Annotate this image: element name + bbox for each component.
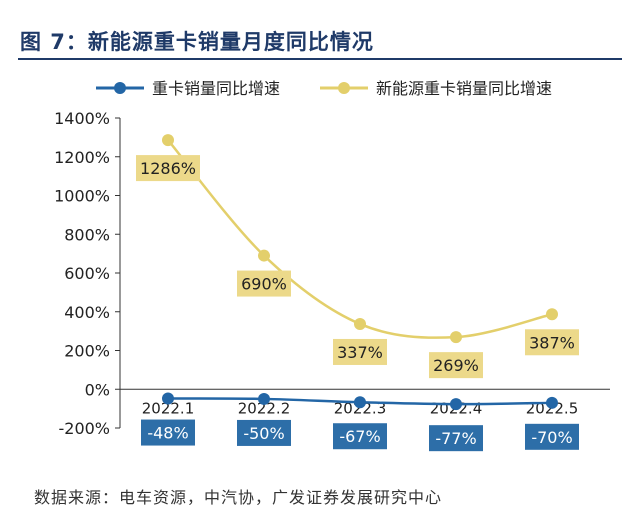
legend-marker bbox=[114, 82, 126, 94]
y-tick-label: 1000% bbox=[54, 187, 110, 206]
y-axis: -200% 0% 200% 400% 600% 800% 1000% 1200% 1400% bbox=[54, 109, 121, 438]
data-point bbox=[546, 396, 558, 409]
data-point bbox=[354, 317, 366, 330]
data-point bbox=[450, 398, 462, 411]
data-point bbox=[546, 308, 558, 321]
data-point bbox=[162, 134, 174, 147]
series-layer bbox=[162, 134, 558, 411]
data-label: 337% bbox=[337, 343, 383, 362]
data-label: -70% bbox=[531, 428, 572, 447]
data-label-box bbox=[237, 419, 291, 446]
y-tick-label: -200% bbox=[58, 419, 110, 438]
y-tick-label: 0% bbox=[85, 380, 110, 399]
data-labels-layer: 1286% 690% 337% 269% 387% -48% -50% -67% -77% -70… bbox=[136, 155, 579, 452]
data-label-box bbox=[141, 419, 195, 446]
data-label-box bbox=[333, 423, 387, 450]
data-label: 1286% bbox=[140, 159, 196, 178]
data-point bbox=[450, 331, 462, 344]
x-tick-label: 2022.1 bbox=[142, 399, 195, 417]
data-label-box bbox=[525, 329, 579, 356]
series-line-nev-heavy-truck bbox=[167, 139, 553, 339]
legend: 重卡销量同比增速 新能源重卡销量同比增速 bbox=[96, 79, 552, 98]
x-tick-label: 2022.2 bbox=[238, 399, 291, 417]
data-label-box bbox=[429, 352, 483, 379]
chart-title: 图 7：新能源重卡销量月度同比情况 bbox=[20, 30, 374, 54]
data-point bbox=[354, 396, 366, 409]
data-label: -48% bbox=[147, 424, 188, 443]
data-label: -67% bbox=[339, 427, 380, 446]
y-tick-label: 1200% bbox=[54, 148, 110, 167]
data-label-box bbox=[525, 423, 579, 450]
y-tick-label: 400% bbox=[64, 303, 110, 322]
data-point bbox=[258, 392, 270, 405]
data-label-box bbox=[333, 338, 387, 365]
data-point bbox=[258, 249, 270, 262]
title-rule bbox=[18, 58, 622, 60]
y-tick-label: 600% bbox=[64, 264, 110, 283]
data-label: -50% bbox=[243, 424, 284, 443]
y-tick-label: 200% bbox=[64, 342, 110, 361]
data-label: -77% bbox=[435, 429, 476, 448]
data-label: 690% bbox=[241, 275, 287, 294]
legend-label: 重卡销量同比增速 bbox=[152, 79, 280, 98]
data-point bbox=[162, 392, 174, 405]
data-label-box bbox=[429, 425, 483, 452]
data-label-box bbox=[136, 155, 200, 182]
source-note: 数据来源：电车资源，中汽协，广发证券发展研究中心 bbox=[34, 488, 443, 507]
y-tick-label: 1400% bbox=[54, 109, 110, 128]
data-label: 269% bbox=[433, 356, 479, 375]
data-label: 387% bbox=[529, 333, 575, 352]
legend-label: 新能源重卡销量同比增速 bbox=[376, 79, 552, 98]
y-tick-label: 800% bbox=[64, 225, 110, 244]
legend-marker bbox=[338, 82, 350, 94]
data-label-box bbox=[237, 270, 291, 297]
